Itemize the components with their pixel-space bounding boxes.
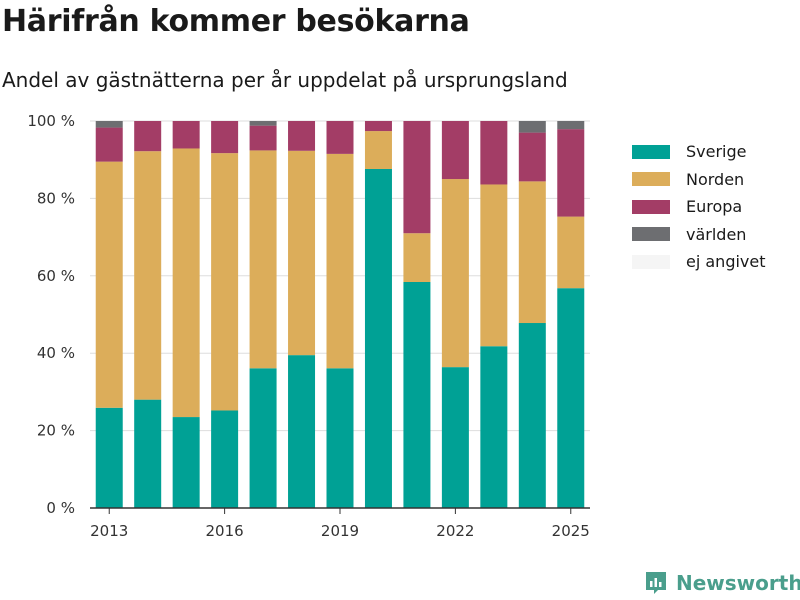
legend-label: världen — [686, 224, 747, 244]
bar-segment — [134, 399, 162, 508]
x-tick-labels: 2013 2016 2019 2022 2025 — [90, 508, 590, 540]
bar-segment — [557, 129, 585, 217]
legend-label: Norden — [686, 169, 745, 189]
bar-segment — [364, 168, 392, 508]
x-tick-label: 2013 — [90, 522, 128, 540]
bar-segment — [518, 181, 546, 324]
legend-item: ej angivet — [632, 248, 766, 276]
bar-segment — [441, 179, 469, 368]
bar-segment — [249, 121, 277, 126]
bar-segment — [403, 121, 431, 234]
bar-segment — [249, 368, 277, 508]
legend-swatch — [632, 254, 670, 269]
bar-segment — [95, 121, 123, 128]
legend-swatch — [632, 199, 670, 214]
y-tick-label: 60 % — [37, 267, 75, 285]
bar-segment — [172, 121, 200, 149]
bar-segment — [441, 121, 469, 180]
chart-title: Härifrån kommer besökarna — [2, 4, 470, 39]
bar-segment — [364, 121, 392, 132]
x-tick-label: 2025 — [552, 522, 590, 540]
legend-swatch — [632, 172, 670, 187]
bar-segment — [288, 355, 316, 508]
newsworthy-logo-icon — [646, 572, 666, 594]
bar-segment — [211, 410, 239, 508]
y-tick-label: 100 % — [27, 112, 75, 130]
y-tick-label: 20 % — [37, 422, 75, 440]
legend-swatch — [632, 144, 670, 159]
bar-segment — [480, 184, 508, 347]
bar-segment — [557, 121, 585, 130]
bar-segment — [364, 131, 392, 169]
legend-swatch — [632, 227, 670, 242]
x-tick-label: 2016 — [206, 522, 244, 540]
bar-segment — [326, 368, 354, 508]
legend: Sverige Norden Europa världen ej angivet — [632, 138, 766, 276]
legend-item: världen — [632, 221, 766, 249]
bar-segment — [211, 121, 239, 154]
bar-segment — [172, 148, 200, 418]
bar-segment — [249, 150, 277, 369]
y-tick-label: 40 % — [37, 344, 75, 362]
bar-segment — [95, 127, 123, 162]
bar-segment — [288, 150, 316, 356]
bar-segment — [557, 288, 585, 508]
legend-item: Norden — [632, 166, 766, 194]
bar-segment — [95, 161, 123, 408]
legend-label: ej angivet — [686, 252, 766, 272]
bar-segment — [211, 153, 239, 411]
y-tick-labels: 0 % 20 % 40 % 60 % 80 % 100 % — [27, 112, 75, 517]
bar-segment — [480, 121, 508, 185]
brand-logo: Newsworthy — [644, 570, 800, 596]
bar-segment — [134, 121, 162, 152]
y-tick-label: 0 % — [46, 499, 75, 517]
bar-segment — [403, 233, 431, 282]
legend-item: Europa — [632, 193, 766, 221]
bar-segment — [326, 121, 354, 154]
brand-name: Newsworthy — [676, 571, 800, 595]
bar-segment — [557, 216, 585, 289]
x-tick-label: 2019 — [321, 522, 359, 540]
bar-segment — [518, 323, 546, 508]
legend-label: Sverige — [686, 142, 747, 162]
bar-segment — [249, 125, 277, 151]
bar-segment — [326, 153, 354, 369]
bar-segment — [480, 346, 508, 508]
bar-segment — [134, 151, 162, 400]
bar-segment — [518, 121, 546, 133]
chart-subtitle: Andel av gästnätterna per år uppdelat på… — [2, 68, 568, 92]
legend-item: Sverige — [632, 138, 766, 166]
bar-segment — [95, 407, 123, 508]
bar-segment — [288, 121, 316, 151]
bar-segment — [518, 132, 546, 182]
bars — [95, 121, 585, 508]
legend-label: Europa — [686, 197, 743, 217]
x-tick-label: 2022 — [436, 522, 474, 540]
bar-segment — [403, 281, 431, 508]
y-tick-label: 80 % — [37, 189, 75, 207]
bar-segment — [441, 367, 469, 508]
bar-segment — [172, 417, 200, 508]
